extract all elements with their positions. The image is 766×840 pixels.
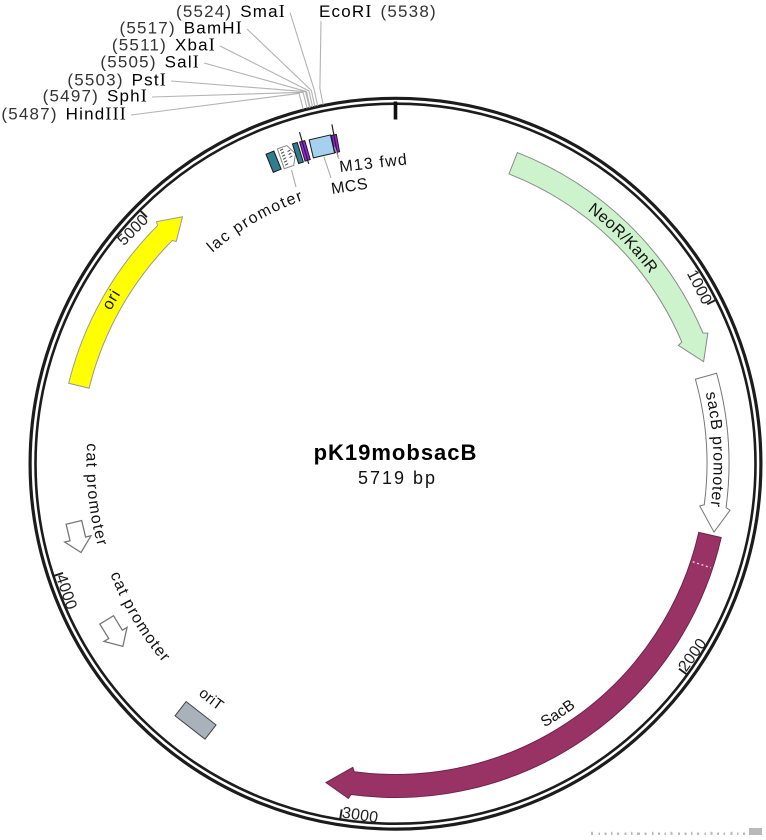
svg-text:(5517) BamHI: (5517) BamHI [119, 18, 243, 38]
svg-text:EcoRI (5538): EcoRI (5538) [319, 1, 437, 21]
svg-text:pK19mobsacB: pK19mobsacB [314, 440, 478, 465]
svg-text:(5505) SalI: (5505) SalI [100, 52, 200, 72]
svg-text:MCS: MCS [330, 176, 369, 198]
svg-text:(5497) SphI: (5497) SphI [43, 86, 148, 106]
svg-text:(5487) HindIII: (5487) HindIII [1, 104, 127, 124]
svg-text:3000: 3000 [341, 805, 380, 827]
svg-text:(5511) XbaI: (5511) XbaI [112, 35, 216, 55]
svg-text:(5524) SmaI: (5524) SmaI [176, 1, 286, 21]
svg-text:5719 bp: 5719 bp [358, 468, 437, 488]
svg-text:(5503) PstI: (5503) PstI [67, 70, 167, 90]
